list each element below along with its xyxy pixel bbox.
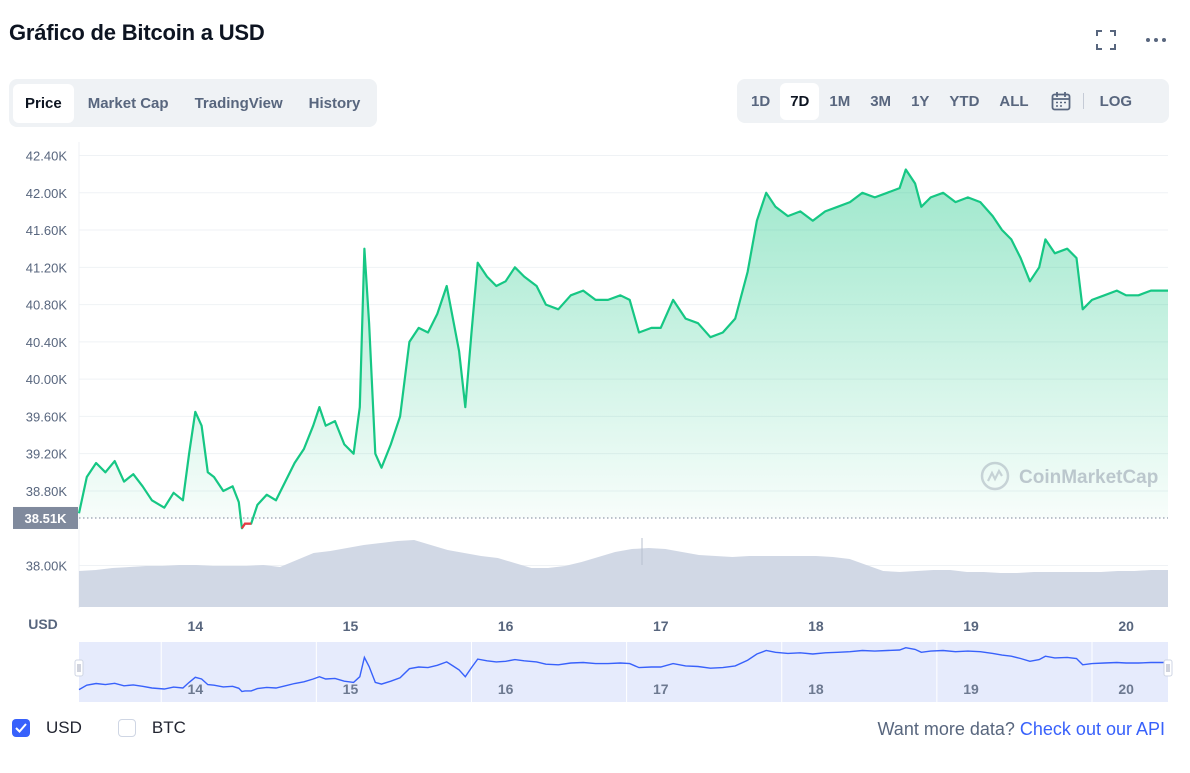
btc-label: BTC [151,718,186,737]
range-1d[interactable]: 1D [751,92,771,110]
tab-market-cap[interactable]: Market Cap [87,94,169,112]
navigator-handle-right[interactable] [1163,659,1173,677]
usd-label: USD [46,718,82,737]
time-range-tabs: 1D 7D 1M 3M 1Y YTD ALL LOG [737,79,1169,123]
tab-price[interactable]: Price [13,83,74,123]
watermark-text: CoinMarketCap [1019,467,1158,488]
navigator-handle-left[interactable] [74,659,84,677]
x-tick-label: 19 [963,618,979,634]
navigator-tick-label: 14 [188,681,204,697]
price-line-below-ref [240,522,252,529]
log-scale-toggle[interactable]: LOG [1099,92,1133,110]
navigator-tick-label: 18 [808,681,824,697]
tab-tradingview[interactable]: TradingView [194,94,283,112]
toolbar-divider [1082,93,1084,109]
coinmarketcap-watermark [980,461,1010,491]
navigator-tick-label: 19 [963,681,979,697]
current-price-badge [13,506,78,529]
y-tick-label: 39.60K [26,409,68,424]
chart-type-tabs: Price Market Cap TradingView History [9,79,377,127]
navigator-line [78,646,1168,693]
navigator-tick-label: 15 [343,681,359,697]
api-link[interactable]: Check out our API [1019,719,1165,739]
y-tick-label: 40.40K [26,335,68,350]
chart-actions [1094,28,1168,52]
range-7d[interactable]: 7D [780,82,820,120]
y-tick-label: 40.80K [26,298,68,313]
y-tick-label: 41.60K [26,223,68,238]
range-all[interactable]: ALL [999,92,1029,110]
volume-area [79,540,1168,607]
usd-checkbox[interactable] [12,719,30,737]
x-tick-label: 20 [1118,618,1134,634]
price-line [77,168,1168,530]
currency-toggle: USD BTC [12,718,222,738]
price-area-fill [79,169,1168,529]
fullscreen-icon[interactable] [1094,28,1118,52]
y-tick-label: 39.20K [26,447,68,462]
navigator-tick-label: 17 [653,681,669,697]
btc-checkbox[interactable] [117,719,136,737]
y-tick-label: 42.00K [26,186,68,201]
page-title: Gráfico de Bitcoin a USD [9,20,265,45]
y-tick-label: 38.80K [26,484,68,499]
range-3m[interactable]: 3M [870,92,892,110]
navigator-tick-label: 20 [1118,681,1134,697]
api-promo: Want more data? Check out our API [877,719,1165,740]
range-1y[interactable]: 1Y [911,92,930,110]
y-tick-label: 40.00K [26,372,68,387]
tab-history[interactable]: History [308,94,361,112]
x-tick-label: 18 [808,618,824,634]
current-price-label: 38.51K [25,511,68,526]
api-promo-text: Want more data? [877,719,1015,739]
more-horizontal-icon[interactable] [1144,28,1168,52]
range-ytd[interactable]: YTD [949,92,980,110]
y-tick-label: 38.00K [26,559,68,574]
navigator-tick-label: 16 [498,681,514,697]
x-tick-label: 16 [498,618,514,634]
x-tick-label: 17 [653,618,669,634]
x-tick-label: 15 [343,618,359,634]
y-tick-label: 41.20K [26,260,68,275]
x-tick-label: 14 [188,618,204,634]
y-tick-label: 42.40K [26,149,68,164]
range-1m[interactable]: 1M [829,92,851,110]
calendar-icon[interactable] [1051,91,1071,111]
currency-axis-label: USD [28,616,58,632]
price-chart[interactable]: 42.40K 42.00K 41.60K 41.20K 40.80K 40.40K 40.0… [0,130,1190,710]
navigator-background[interactable] [79,642,1168,702]
